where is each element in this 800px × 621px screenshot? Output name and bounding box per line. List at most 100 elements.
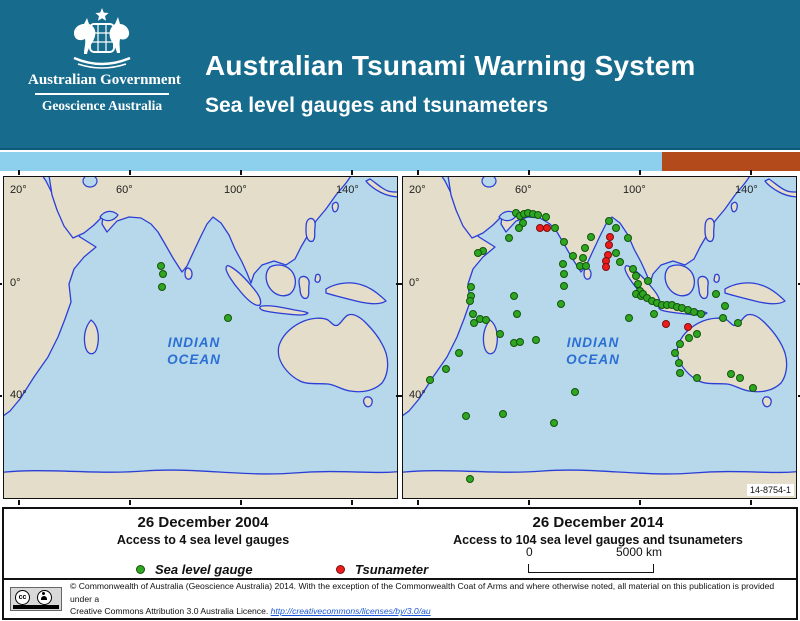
sea-level-gauge-marker <box>697 310 705 318</box>
sea-level-gauge-marker <box>519 219 527 227</box>
map-right: INDIAN OCEAN 20° 60° 100° 140° 0° 40° 14-8754-1 <box>396 170 800 505</box>
sea-level-gauge-marker <box>749 384 757 392</box>
tsunameter-marker <box>684 323 692 331</box>
sea-level-gauge-marker <box>605 217 613 225</box>
sea-level-gauge-marker <box>557 300 565 308</box>
sea-level-gauge-marker <box>693 374 701 382</box>
legend-panel: 26 December 2004 Access to 4 sea level g… <box>2 507 798 580</box>
graticule-tick <box>417 500 419 505</box>
header-banner: Australian Government Geoscience Austral… <box>0 0 800 150</box>
graticule-tick <box>18 170 20 175</box>
caption-sub-2014: Access to 104 sea level gauges and tsuna… <box>453 533 743 547</box>
sea-level-gauge-marker <box>466 297 474 305</box>
graticule-tick <box>129 170 131 175</box>
sea-level-gauge-marker <box>650 310 658 318</box>
tsunameter-legend-icon <box>336 565 345 574</box>
graticule-tick <box>750 170 752 175</box>
longitude-label: 140° <box>735 184 758 196</box>
sea-level-gauge-marker <box>712 290 720 298</box>
coat-of-arms: Australian Government Geoscience Austral… <box>28 6 181 114</box>
sea-level-gauge-marker <box>671 349 679 357</box>
government-label: Australian Government <box>28 72 181 88</box>
graticule-tick <box>528 170 530 175</box>
licence-link[interactable]: http://creativecommons/licenses/by/3.0/a… <box>270 606 431 617</box>
sea-level-gauge-marker <box>470 319 478 327</box>
sea-level-gauge-marker <box>676 340 684 348</box>
tsunameter-marker <box>606 233 614 241</box>
sea-level-gauge-marker <box>542 213 550 221</box>
copyright-panel: cc © Commonwealth of Australia (Geoscien… <box>2 580 798 620</box>
sea-level-gauge-marker <box>158 283 166 291</box>
base-map <box>403 177 796 498</box>
latitude-label: 0° <box>409 277 420 289</box>
graticule-tick <box>129 500 131 505</box>
graticule-tick <box>528 500 530 505</box>
sea-level-gauge-marker <box>426 376 434 384</box>
legend-item-gauge: Sea level gauge <box>136 562 253 577</box>
graticule-tick <box>399 395 404 397</box>
caption-title-2004: 26 December 2004 <box>137 514 269 531</box>
graticule-tick <box>396 395 401 397</box>
sea-level-gauge-marker <box>736 374 744 382</box>
sea-level-gauge-marker <box>612 249 620 257</box>
sea-level-gauge-marker <box>469 310 477 318</box>
longitude-label: 100° <box>224 184 247 196</box>
sea-level-gauge-marker <box>582 262 590 270</box>
ocean-label: INDIAN OCEAN <box>566 335 620 367</box>
sea-level-gauge-marker <box>581 244 589 252</box>
gauge-legend-label: Sea level gauge <box>155 562 253 577</box>
sea-level-gauge-marker <box>579 254 587 262</box>
sea-level-gauge-marker <box>719 314 727 322</box>
longitude-label: 60° <box>116 184 133 196</box>
page-subtitle: Sea level gauges and tsunameters <box>205 94 549 117</box>
graticule-tick <box>351 170 353 175</box>
station-markers-layer <box>4 177 397 498</box>
gauge-legend-icon <box>136 565 145 574</box>
scale-start-label: 0 <box>526 545 533 559</box>
sea-level-gauge-marker <box>727 370 735 378</box>
sea-level-gauge-marker <box>721 302 729 310</box>
accent-bar <box>0 152 800 171</box>
longitude-label: 20° <box>10 184 27 196</box>
sea-level-gauge-marker <box>499 410 507 418</box>
graticule-tick <box>750 500 752 505</box>
tsunameter-marker <box>543 224 551 232</box>
latitude-label: 40° <box>409 389 426 401</box>
copyright-text: © Commonwealth of Australia (Geoscience … <box>70 581 775 617</box>
sea-level-gauge-marker <box>482 316 490 324</box>
ocean-label: INDIAN OCEAN <box>167 335 221 367</box>
longitude-label: 140° <box>336 184 359 196</box>
graticule-tick <box>798 283 800 285</box>
latitude-label: 40° <box>10 389 27 401</box>
agency-label: Geoscience Australia <box>41 97 163 113</box>
sea-level-gauge-marker <box>559 260 567 268</box>
tsunameter-marker <box>605 241 613 249</box>
graticule-tick <box>18 500 20 505</box>
sea-level-gauge-marker <box>532 336 540 344</box>
sea-level-gauge-marker <box>534 211 542 219</box>
sea-level-gauge-marker <box>474 249 482 257</box>
tsunameter-marker <box>662 320 670 328</box>
tsunameter-legend-label: Tsunameter <box>355 562 429 577</box>
scale-bracket <box>528 564 654 573</box>
graticule-tick <box>417 170 419 175</box>
creative-commons-badge-icon: cc <box>10 587 62 611</box>
sea-level-gauge-marker <box>734 319 742 327</box>
sea-level-gauge-marker <box>496 330 504 338</box>
sea-level-gauge-marker <box>632 272 640 280</box>
sea-level-gauge-marker <box>676 369 684 377</box>
sea-level-gauge-marker <box>442 365 450 373</box>
longitude-label: 20° <box>409 184 426 196</box>
caption-sub-2004: Access to 4 sea level gauges <box>116 533 290 547</box>
sea-level-gauge-marker <box>587 233 595 241</box>
longitude-label: 60° <box>515 184 532 196</box>
sea-level-gauge-marker <box>224 314 232 322</box>
sea-level-gauge-marker <box>571 388 579 396</box>
caption-title-2014: 26 December 2014 <box>532 514 664 531</box>
graticule-tick <box>396 283 401 285</box>
base-map <box>4 177 397 498</box>
accent-bar-orange <box>662 152 800 171</box>
graticule-tick <box>0 395 2 397</box>
sea-level-gauge-marker <box>513 310 521 318</box>
sea-level-gauge-marker <box>159 270 167 278</box>
